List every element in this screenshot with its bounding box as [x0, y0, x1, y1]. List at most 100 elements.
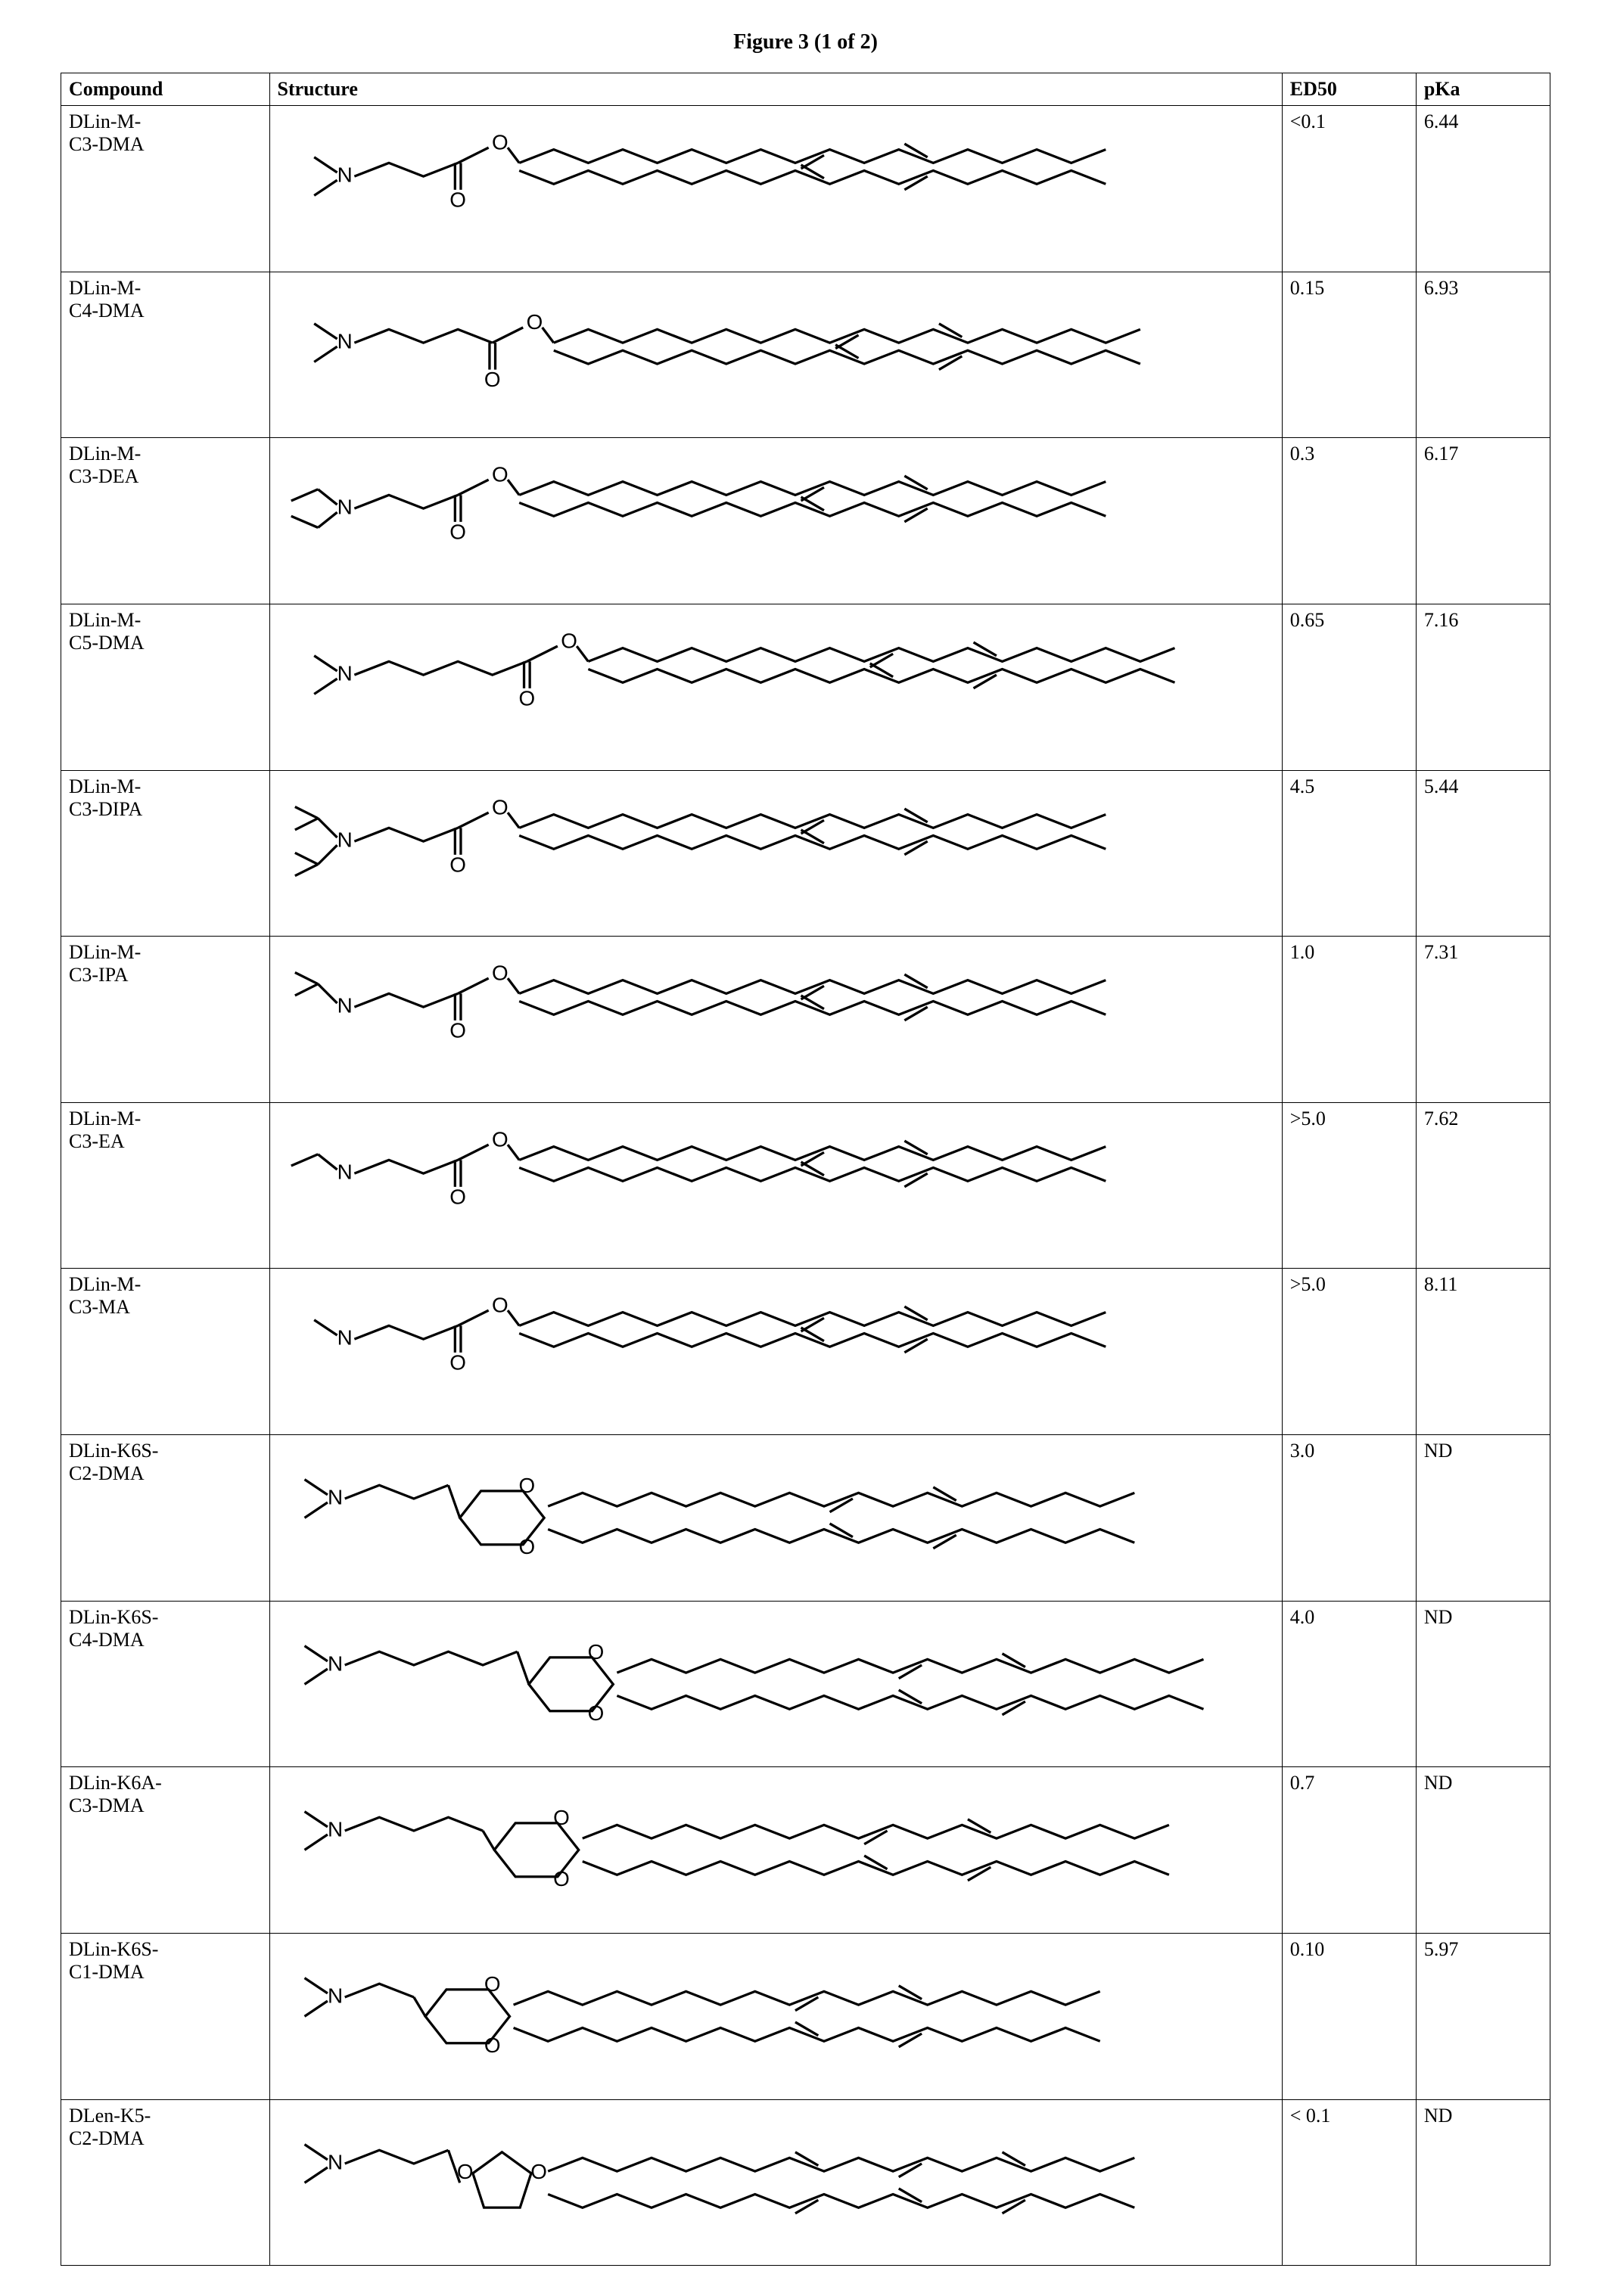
table-row: DLin-M- C3-IPANOO1.07.31	[61, 937, 1550, 1103]
svg-text:O: O	[561, 629, 577, 652]
table-row: DLen-K5- C2-DMANOO< 0.1ND	[61, 2099, 1550, 2266]
pka-cell: 5.44	[1416, 770, 1550, 937]
structure-diagram: NOO	[278, 1275, 1274, 1428]
pka-cell: ND	[1416, 2099, 1550, 2266]
svg-text:O: O	[449, 1185, 466, 1208]
compound-cell: DLin-M- C4-DMA	[61, 272, 270, 438]
structure-diagram: N O O	[278, 1441, 1274, 1595]
svg-text:N: N	[327, 1818, 342, 1841]
header-compound: Compound	[61, 73, 270, 106]
compound-cell: DLin-M- C3-DMA	[61, 106, 270, 272]
structure-cell: N O O	[269, 770, 1282, 937]
compound-cell: DLen-K5- C2-DMA	[61, 2099, 270, 2266]
svg-text:O: O	[484, 368, 500, 391]
structure-diagram: NOO	[278, 278, 1274, 432]
structure-cell: NOO	[269, 272, 1282, 438]
pka-cell: ND	[1416, 1601, 1550, 1767]
pka-cell: 6.44	[1416, 106, 1550, 272]
svg-text:O: O	[492, 962, 508, 985]
structure-diagram: NOO	[278, 2106, 1274, 2260]
pka-cell: 7.31	[1416, 937, 1550, 1103]
pka-cell: 5.97	[1416, 1934, 1550, 2100]
ed50-cell: 0.65	[1282, 604, 1416, 770]
ed50-cell: 0.10	[1282, 1934, 1416, 2100]
svg-text:N: N	[337, 163, 352, 186]
svg-text:N: N	[337, 994, 352, 1018]
pka-cell: 8.11	[1416, 1269, 1550, 1435]
structure-cell: NOO	[269, 1269, 1282, 1435]
svg-text:N: N	[337, 496, 352, 519]
svg-text:O: O	[449, 853, 466, 876]
table-row: DLin-M- C3-DEANOO0.36.17	[61, 438, 1550, 604]
table-row: DLin-K6S- C1-DMA N O O 0.105.97	[61, 1934, 1550, 2100]
table-row: DLin-M- C3-DIPA N O O 4.55.44	[61, 770, 1550, 937]
svg-text:O: O	[492, 463, 508, 486]
structure-cell: N O O	[269, 604, 1282, 770]
svg-text:N: N	[337, 1326, 352, 1350]
ed50-cell: 0.15	[1282, 272, 1416, 438]
structure-cell: N O O	[269, 1767, 1282, 1934]
svg-text:O: O	[492, 1127, 508, 1151]
svg-text:N: N	[327, 1485, 342, 1508]
ed50-cell: 0.7	[1282, 1767, 1416, 1934]
structure-cell: N O O	[269, 1102, 1282, 1269]
svg-text:N: N	[327, 2150, 342, 2173]
header-structure: Structure	[269, 73, 1282, 106]
table-row: DLin-M- C3-DMANOO<0.16.44	[61, 106, 1550, 272]
pka-cell: 6.17	[1416, 438, 1550, 604]
structure-diagram: N O O	[278, 1940, 1274, 2093]
svg-text:N: N	[337, 661, 352, 685]
svg-text:N: N	[337, 828, 352, 851]
ed50-cell: 0.3	[1282, 438, 1416, 604]
table-row: DLin-M- C5-DMANOO0.657.16	[61, 604, 1550, 770]
svg-text:N: N	[327, 1651, 342, 1675]
svg-text:O: O	[518, 1474, 535, 1497]
structure-diagram: N O O	[278, 611, 1274, 764]
table-row: DLin-K6S- C4-DMANOO4.0ND	[61, 1601, 1550, 1767]
ed50-cell: 1.0	[1282, 937, 1416, 1103]
compound-table: Compound Structure ED50 pKa DLin-M- C3-D…	[61, 73, 1550, 2266]
svg-text:O: O	[553, 1807, 570, 1830]
ed50-cell: 3.0	[1282, 1435, 1416, 1602]
svg-text:O: O	[449, 520, 466, 544]
compound-cell: DLin-M- C3-EA	[61, 1102, 270, 1269]
header-ed50: ED50	[1282, 73, 1416, 106]
compound-cell: DLin-M- C3-DIPA	[61, 770, 270, 937]
svg-text:O: O	[492, 795, 508, 819]
structure-diagram: N O O	[278, 112, 1274, 266]
svg-text:O: O	[449, 188, 466, 211]
structure-diagram: NOO	[278, 943, 1274, 1096]
table-row: DLin-M- C3-MANOO>5.08.11	[61, 1269, 1550, 1435]
svg-text:O: O	[492, 130, 508, 154]
compound-cell: DLin-M- C5-DMA	[61, 604, 270, 770]
ed50-cell: 4.0	[1282, 1601, 1416, 1767]
structure-cell: NOO	[269, 937, 1282, 1103]
structure-cell: NOO	[269, 2099, 1282, 2266]
compound-cell: DLin-K6S- C2-DMA	[61, 1435, 270, 1602]
structure-cell: N O O	[269, 438, 1282, 604]
table-row: DLin-M- C4-DMANOO0.156.93	[61, 272, 1550, 438]
svg-text:N: N	[337, 329, 352, 353]
compound-cell: DLin-K6A- C3-DMA	[61, 1767, 270, 1934]
svg-text:O: O	[530, 2160, 547, 2183]
structure-cell: N O O	[269, 106, 1282, 272]
structure-diagram: N O O	[278, 1109, 1274, 1263]
compound-cell: DLin-K6S- C1-DMA	[61, 1934, 270, 2100]
svg-text:O: O	[518, 686, 535, 710]
ed50-cell: 4.5	[1282, 770, 1416, 937]
svg-text:O: O	[484, 1972, 500, 1996]
svg-text:O: O	[518, 1535, 535, 1558]
svg-text:O: O	[484, 2033, 500, 2057]
compound-cell: DLin-M- C3-IPA	[61, 937, 270, 1103]
structure-diagram: N O O	[278, 444, 1274, 598]
structure-diagram: N O O	[278, 1773, 1274, 1927]
svg-text:O: O	[553, 1868, 570, 1891]
svg-text:O: O	[587, 1640, 604, 1664]
table-row: DLin-K6S- C2-DMANOO3.0ND	[61, 1435, 1550, 1602]
svg-text:N: N	[337, 1160, 352, 1183]
header-pka: pKa	[1416, 73, 1550, 106]
structure-cell: NOO	[269, 1601, 1282, 1767]
svg-text:N: N	[327, 1984, 342, 2007]
compound-cell: DLin-M- C3-MA	[61, 1269, 270, 1435]
table-row: DLin-M- C3-EANOO>5.07.62	[61, 1102, 1550, 1269]
